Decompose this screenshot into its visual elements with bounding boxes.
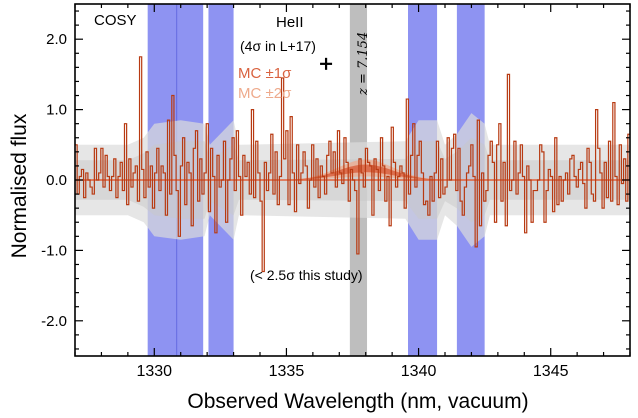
y-tick-label: -2.0 <box>41 313 67 330</box>
this-study-label: (< 2.5σ this study) <box>250 267 363 283</box>
axes: 1330 1335 1340 1345 -2.0 -1.0 0.0 1.0 2.0 <box>41 3 631 380</box>
y-tick-label: 2.0 <box>46 31 67 48</box>
instrument-label: COSY <box>94 12 137 29</box>
line-name-label: HeII <box>276 14 304 31</box>
line-significance-label: (4σ in L+17) <box>240 38 316 54</box>
y-tick-label: 1.0 <box>46 102 67 119</box>
y-tick-label: -1.0 <box>41 242 67 259</box>
y-axis-label: Normalised flux <box>8 113 31 258</box>
spectrum-series <box>75 56 630 273</box>
spectrum-line <box>75 56 630 273</box>
x-tick-label: 1340 <box>401 363 437 380</box>
x-tick-label: 1335 <box>269 363 305 380</box>
x-tick-label: 1345 <box>533 363 569 380</box>
redshift-label: z = 7.154 <box>356 32 371 96</box>
x-axis-label: Observed Wavelength (nm, vacuum) <box>187 390 528 413</box>
mc-2sigma-label: MC ±2σ <box>238 85 292 102</box>
x-tick-label: 1330 <box>136 363 172 380</box>
mc-1sigma-label: MC ±1σ <box>238 65 292 82</box>
y-tick-label: 0.0 <box>46 172 67 189</box>
